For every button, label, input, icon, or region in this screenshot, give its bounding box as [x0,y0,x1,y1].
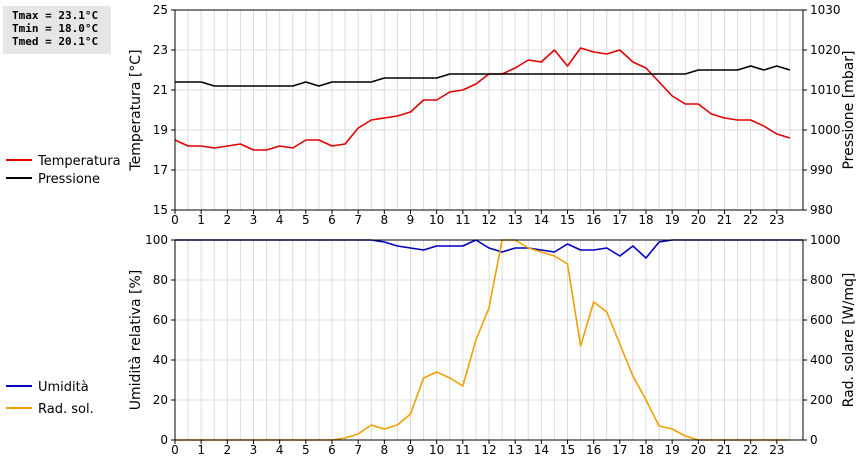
x-tick-label: 16 [586,443,601,457]
x-tick-label: 16 [586,213,601,227]
x-tick-label: 4 [276,443,284,457]
legend-temperatura-label: Temperatura [38,154,121,169]
x-tick-label: 15 [560,213,575,227]
y-right-axis-label: Rad. solare [W/mq] [841,273,857,408]
y-right-tick-label: 1020 [810,43,841,57]
temperatura-swatch [6,158,32,161]
y-right-tick-label: 200 [810,393,833,407]
x-tick-label: 2 [224,213,232,227]
y-right-tick-label: 400 [810,353,833,367]
x-tick-label: 3 [250,213,258,227]
tmin-text: Tmin = 18.0°C [12,22,99,35]
legend-umidita-label: Umidità [38,380,89,395]
x-tick-label: 11 [455,213,470,227]
x-tick-label: 10 [429,213,444,227]
tmed-text: Tmed = 20.1°C [12,35,99,48]
y-right-tick-label: 0 [810,433,818,447]
y-right-axis-label: Pressione [mbar] [841,50,857,169]
y-left-tick-label: 25 [153,3,168,17]
x-tick-label: 23 [769,443,784,457]
umidita-swatch [6,384,32,387]
x-tick-label: 9 [407,443,415,457]
y-right-tick-label: 1030 [810,3,841,17]
series-line-2-2 [175,239,790,441]
legend-radsol-label: Rad. sol. [38,402,94,417]
x-tick-label: 23 [769,213,784,227]
x-tick-label: 17 [612,443,627,457]
y-right-tick-label: 600 [810,313,833,327]
x-tick-label: 0 [171,443,179,457]
x-tick-label: 6 [328,443,336,457]
legend-temperatura: Temperatura [6,154,121,170]
x-tick-label: 19 [665,443,680,457]
x-tick-label: 12 [481,443,496,457]
x-tick-label: 4 [276,213,284,227]
x-tick-label: 7 [354,443,362,457]
y-left-tick-label: 60 [153,313,168,327]
x-tick-label: 1 [197,213,205,227]
x-tick-label: 10 [429,443,444,457]
x-tick-label: 11 [455,443,470,457]
x-tick-label: 19 [665,213,680,227]
x-tick-label: 6 [328,213,336,227]
y-right-tick-label: 1000 [810,123,841,137]
x-tick-label: 22 [743,443,758,457]
tmax-text: Tmax = 23.1°C [12,9,99,22]
y-left-axis-label: Umidità relativa [%] [128,270,144,411]
y-left-tick-label: 0 [160,433,168,447]
x-tick-label: 5 [302,213,310,227]
x-tick-label: 15 [560,443,575,457]
x-tick-label: 12 [481,213,496,227]
legend-umidita: Umidità [6,380,89,396]
y-left-tick-label: 100 [145,233,168,247]
x-tick-label: 0 [171,213,179,227]
series-line-1-1 [174,47,791,151]
y-right-tick-label: 1000 [810,233,841,247]
x-tick-label: 2 [224,443,232,457]
y-left-tick-label: 21 [153,83,168,97]
x-tick-label: 21 [717,213,732,227]
y-left-tick-label: 23 [153,43,168,57]
y-right-tick-label: 980 [810,203,833,217]
legend-pressione: Pressione [6,172,100,188]
legend-radsol: Rad. sol. [6,402,94,418]
y-left-tick-label: 15 [153,203,168,217]
legend-pressione-label: Pressione [38,172,101,187]
x-tick-label: 7 [354,213,362,227]
x-tick-label: 20 [691,213,706,227]
x-tick-label: 5 [302,443,310,457]
y-left-tick-label: 19 [153,123,168,137]
x-tick-label: 18 [638,213,653,227]
stats-box: Tmax = 23.1°C Tmin = 18.0°C Tmed = 20.1°… [3,6,111,54]
y-left-tick-label: 17 [153,163,168,177]
radsol-swatch [6,406,32,409]
x-tick-label: 9 [407,213,415,227]
pressione-swatch [6,176,32,179]
y-right-tick-label: 990 [810,163,833,177]
y-right-tick-label: 1010 [810,83,841,97]
x-tick-label: 22 [743,213,758,227]
y-left-tick-label: 20 [153,393,168,407]
x-tick-label: 8 [381,213,389,227]
y-left-axis-label: Temperatura [°C] [128,49,144,171]
y-right-tick-label: 800 [810,273,833,287]
x-tick-label: 13 [508,443,523,457]
x-tick-label: 1 [197,443,205,457]
y-left-tick-label: 80 [153,273,168,287]
x-tick-label: 13 [508,213,523,227]
x-tick-label: 18 [638,443,653,457]
x-tick-label: 14 [534,213,549,227]
x-tick-label: 20 [691,443,706,457]
x-tick-label: 17 [612,213,627,227]
y-left-tick-label: 40 [153,353,168,367]
x-tick-label: 14 [534,443,549,457]
x-tick-label: 21 [717,443,732,457]
series-line-2-1 [175,239,803,259]
x-tick-label: 8 [381,443,389,457]
series-line-1-2 [175,65,791,87]
x-tick-label: 3 [250,443,258,457]
